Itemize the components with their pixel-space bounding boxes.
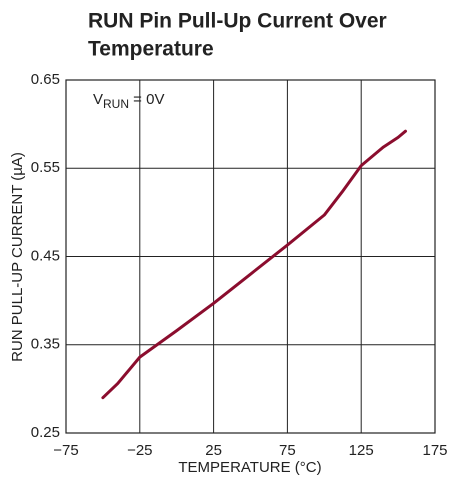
- chart-title: Temperature: [88, 38, 214, 61]
- data-line: [101, 129, 407, 400]
- x-axis-label: TEMPERATURE (°C): [178, 459, 321, 476]
- y-tick-label: 0.65: [31, 71, 60, 88]
- annotation-text: V: [93, 91, 103, 108]
- x-tick-label: −75: [53, 442, 78, 459]
- x-tick-label: −25: [127, 442, 152, 459]
- plot-frame: [65, 79, 436, 434]
- annotation: VRUN = 0V: [93, 91, 164, 111]
- x-tick-label: 175: [422, 442, 447, 459]
- annotation-suffix: = 0V: [129, 91, 164, 108]
- y-axis-label: RUN PULL-UP CURRENT (µA): [9, 152, 26, 362]
- y-tick-label: 0.45: [31, 247, 60, 264]
- x-tick-label: 125: [349, 442, 374, 459]
- y-tick-label: 0.25: [31, 424, 60, 441]
- x-tick-label: 75: [279, 442, 296, 459]
- x-tick-label: 25: [205, 442, 222, 459]
- y-tick-label: 0.35: [31, 336, 60, 353]
- annotation-subscript: RUN: [103, 97, 129, 111]
- chart-title: RUN Pin Pull-Up Current Over: [88, 10, 387, 33]
- y-tick-label: 0.55: [31, 159, 60, 176]
